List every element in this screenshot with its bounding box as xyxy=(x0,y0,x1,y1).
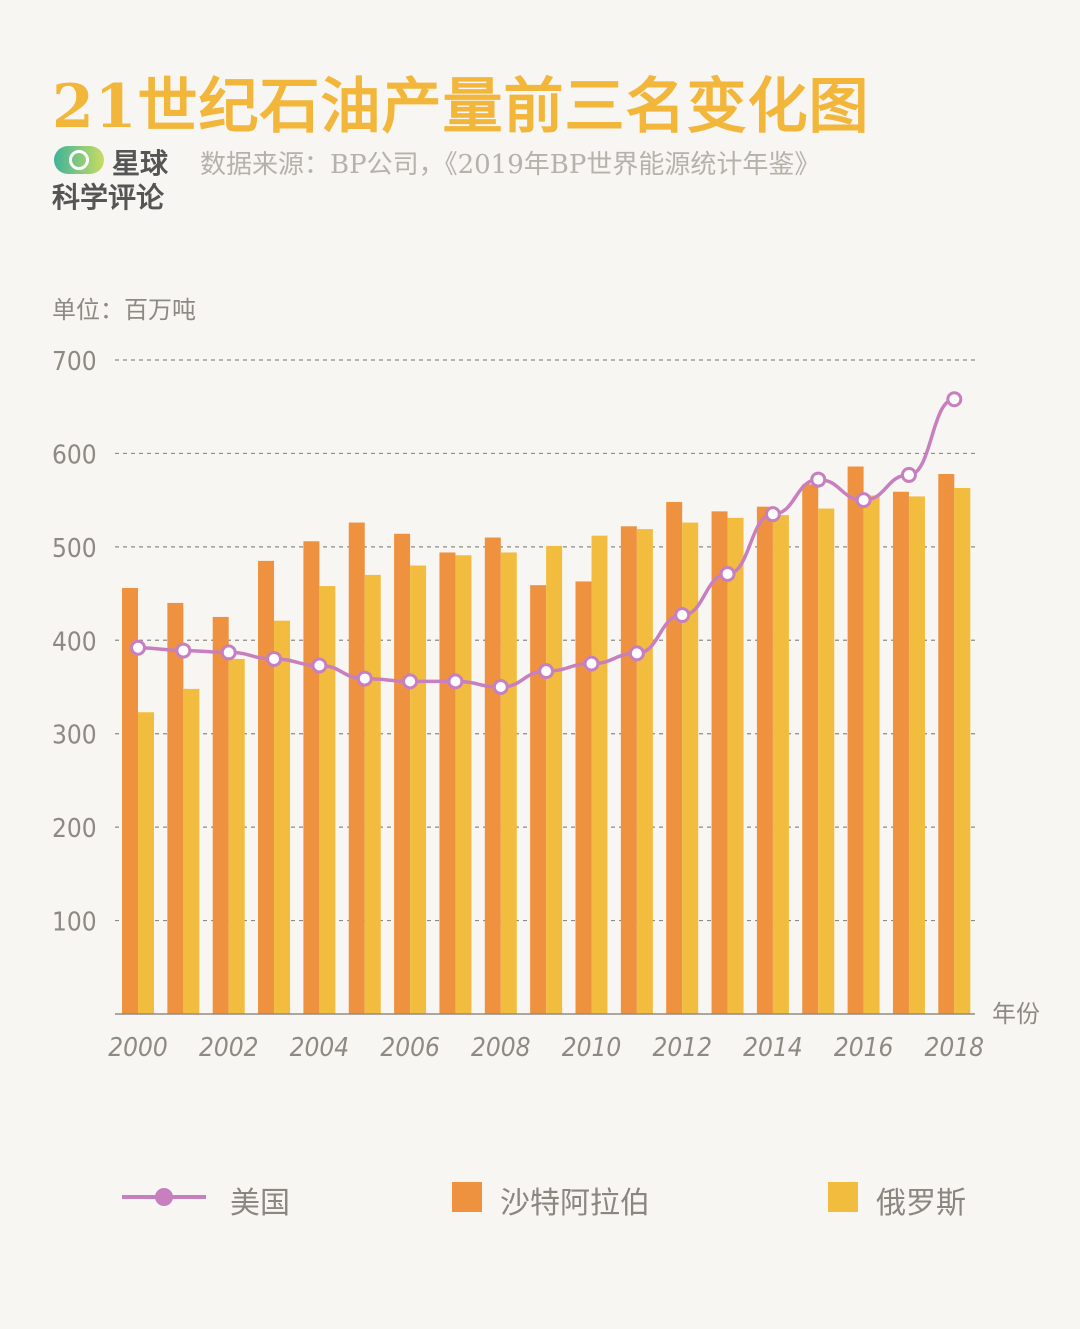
usa-data-point xyxy=(356,670,373,687)
usa-data-point xyxy=(719,565,736,582)
bar-saudi xyxy=(620,526,637,1014)
usa-data-point xyxy=(447,673,464,690)
usa-data-point xyxy=(175,642,192,659)
x-tick-label: 2018 xyxy=(925,1033,985,1063)
bar-russia xyxy=(772,515,789,1014)
bar-saudi xyxy=(484,537,501,1014)
bar-russia xyxy=(138,712,154,1014)
y-tick-label: 300 xyxy=(52,721,97,751)
usa-data-point xyxy=(764,506,781,523)
y-tick-label: 700 xyxy=(52,347,97,377)
usa-data-point xyxy=(810,471,827,488)
usa-data-point xyxy=(492,679,509,695)
bar-russia xyxy=(954,487,971,1014)
usa-data-point xyxy=(946,391,963,408)
legend-usa-line-marker-icon xyxy=(122,1188,206,1206)
y-tick-label: 100 xyxy=(52,908,97,938)
bar-russia xyxy=(863,495,880,1014)
x-tick-label: 2008 xyxy=(471,1033,531,1063)
x-tick-label: 2012 xyxy=(652,1033,712,1063)
y-tick-label: 200 xyxy=(52,814,97,844)
chart-title: 21世纪石油产量前三名变化图 xyxy=(52,72,870,142)
bar-saudi xyxy=(938,473,955,1014)
bar-russia xyxy=(410,565,427,1014)
x-tick-label: 2010 xyxy=(562,1033,622,1063)
usa-data-point xyxy=(311,657,328,674)
bar-saudi xyxy=(802,484,819,1014)
bar-russia xyxy=(183,688,200,1014)
usa-data-point xyxy=(130,639,146,656)
usa-data-point xyxy=(402,673,419,690)
bar-saudi xyxy=(847,466,864,1015)
bar-russia xyxy=(636,529,653,1014)
brand-name-line2: 科学评论 xyxy=(52,181,165,214)
usa-data-point xyxy=(674,607,691,624)
bar-russia xyxy=(319,586,336,1014)
bar-saudi xyxy=(439,552,456,1014)
usa-data-point xyxy=(628,645,645,662)
bar-saudi xyxy=(348,522,365,1014)
y-tick-label: 500 xyxy=(52,534,97,564)
usa-data-point xyxy=(538,663,555,680)
legend-label-saudi: 沙特阿拉伯 xyxy=(500,1186,650,1221)
y-tick-label: 400 xyxy=(52,627,97,657)
bar-saudi xyxy=(666,502,683,1014)
bar-saudi xyxy=(756,506,773,1014)
bar-russia xyxy=(727,517,744,1014)
y-tick-label: 600 xyxy=(52,440,97,470)
bar-saudi xyxy=(167,602,184,1014)
bar-saudi xyxy=(394,533,411,1014)
usa-data-point xyxy=(583,655,600,672)
usa-data-point xyxy=(220,644,237,661)
bar-saudi xyxy=(258,560,275,1014)
y-axis-unit-label: 单位：百万吨 xyxy=(52,296,196,324)
bar-russia xyxy=(228,658,245,1014)
data-source-note: 数据来源：BP公司，《2019年BP世界能源统计年鉴》 xyxy=(200,150,821,180)
bar-russia xyxy=(455,555,472,1014)
brand-name-line1: 星球 xyxy=(112,147,169,180)
x-axis-title: 年份 xyxy=(992,1000,1040,1028)
bar-saudi xyxy=(122,587,138,1014)
bar-russia xyxy=(274,620,291,1014)
legend-saudi-swatch xyxy=(452,1182,482,1212)
x-tick-label: 2002 xyxy=(199,1033,259,1063)
bar-russia xyxy=(591,535,608,1014)
bar-russia xyxy=(500,552,517,1014)
bar-russia xyxy=(682,522,699,1014)
bar-russia xyxy=(908,496,925,1014)
bar-russia xyxy=(546,545,563,1014)
bar-saudi xyxy=(212,616,229,1014)
usa-data-point xyxy=(900,466,917,483)
usa-data-point xyxy=(855,492,872,509)
x-tick-label: 2016 xyxy=(834,1033,894,1063)
usa-production-line xyxy=(137,397,955,689)
planet-logo-icon xyxy=(54,146,104,174)
bar-russia xyxy=(364,574,381,1014)
x-tick-label: 2004 xyxy=(290,1033,350,1063)
x-tick-label: 2006 xyxy=(380,1033,440,1063)
legend-russia-swatch xyxy=(828,1182,858,1212)
x-tick-label: 2014 xyxy=(743,1033,803,1063)
bar-saudi xyxy=(892,491,909,1015)
legend-label-russia: 俄罗斯 xyxy=(876,1186,966,1221)
legend-label-usa: 美国 xyxy=(230,1186,290,1221)
bar-saudi xyxy=(530,585,547,1014)
usa-data-point xyxy=(266,650,283,667)
bar-saudi xyxy=(575,581,592,1014)
bar-saudi xyxy=(711,511,728,1014)
x-tick-label: 2000 xyxy=(108,1033,168,1063)
bar-saudi xyxy=(303,541,320,1014)
bar-russia xyxy=(818,508,835,1014)
